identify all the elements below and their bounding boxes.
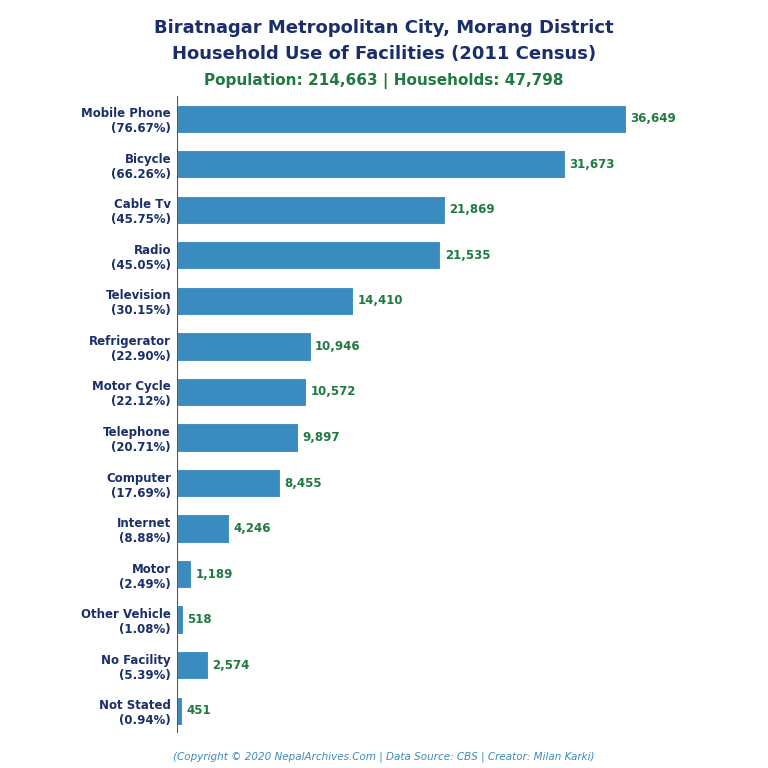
Text: 451: 451	[187, 704, 211, 717]
Text: Household Use of Facilities (2011 Census): Household Use of Facilities (2011 Census…	[172, 45, 596, 62]
Bar	[177, 651, 208, 679]
Text: 2,574: 2,574	[213, 659, 250, 672]
Text: 31,673: 31,673	[569, 157, 614, 170]
Bar	[177, 560, 191, 588]
Bar	[177, 697, 182, 725]
Bar	[177, 104, 626, 133]
Text: 10,572: 10,572	[310, 386, 356, 399]
Bar	[177, 423, 298, 452]
Text: 10,946: 10,946	[315, 340, 361, 353]
Text: 4,246: 4,246	[233, 522, 270, 535]
Text: Biratnagar Metropolitan City, Morang District: Biratnagar Metropolitan City, Morang Dis…	[154, 19, 614, 37]
Text: (Copyright © 2020 NepalArchives.Com | Data Source: CBS | Creator: Milan Karki): (Copyright © 2020 NepalArchives.Com | Da…	[174, 751, 594, 762]
Text: 8,455: 8,455	[284, 476, 322, 489]
Bar	[177, 469, 280, 497]
Bar	[177, 286, 353, 315]
Text: 14,410: 14,410	[357, 294, 403, 307]
Text: 21,535: 21,535	[445, 249, 490, 262]
Bar	[177, 515, 229, 543]
Text: 1,189: 1,189	[196, 568, 233, 581]
Bar	[177, 605, 183, 634]
Text: 518: 518	[187, 613, 212, 626]
Bar	[177, 241, 441, 270]
Bar	[177, 196, 445, 224]
Bar	[177, 333, 311, 360]
Bar	[177, 378, 306, 406]
Bar	[177, 151, 564, 178]
Text: 9,897: 9,897	[302, 431, 339, 444]
Text: 21,869: 21,869	[449, 204, 495, 217]
Text: 36,649: 36,649	[630, 112, 676, 125]
Text: Population: 214,663 | Households: 47,798: Population: 214,663 | Households: 47,798	[204, 73, 564, 89]
